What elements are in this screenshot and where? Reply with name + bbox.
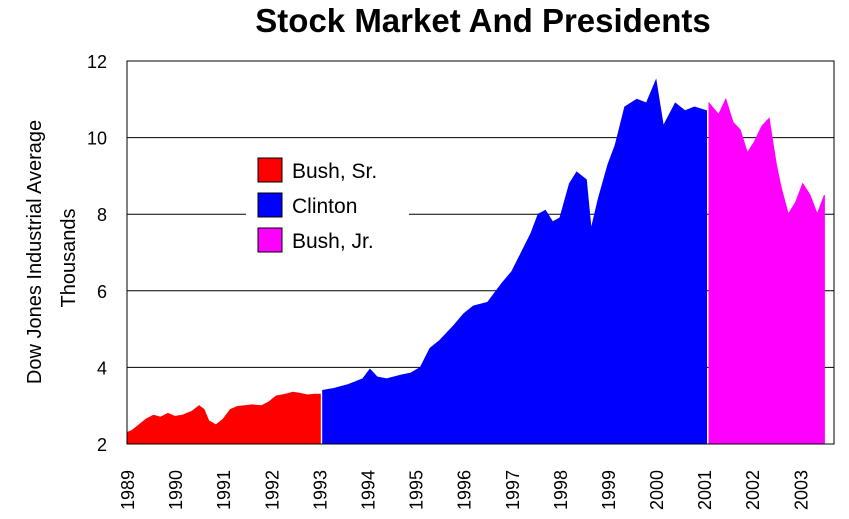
y-tick-label: 6 [97,282,107,302]
y-tick-label: 12 [87,52,107,72]
series-area-2 [708,97,825,445]
x-tick-label: 1989 [118,470,138,510]
x-tick-label: 1992 [262,470,282,510]
legend: Bush, Sr. Clinton Bush, Jr. [246,152,409,264]
legend-swatch [257,192,283,218]
chart-title: Stock Market And Presidents [255,2,710,39]
x-tick-label: 1993 [310,470,330,510]
series-area-1 [322,78,707,445]
y-tick-label: 8 [97,205,107,225]
y-tick-label: 2 [97,435,107,455]
y-axis-label-line1: Dow Jones Industrial Average [24,120,46,384]
series-area-0 [126,391,321,445]
series-areas [126,78,825,445]
x-tick-label: 2003 [791,470,811,510]
x-tick-label: 2002 [743,470,763,510]
plot-border [126,60,835,445]
x-tick-label: 2001 [695,470,715,510]
x-tick-label: 1998 [551,470,571,510]
legend-label: Clinton [292,195,357,218]
x-tick-label: 1994 [358,470,378,510]
y-tick-labels: 2 4 6 8 10 12 [87,52,107,455]
x-tick-label: 1990 [166,470,186,510]
legend-label: Bush, Sr. [292,160,377,183]
legend-label: Bush, Jr. [292,230,374,253]
y-tick-label: 10 [87,129,107,149]
y-axis-label-line2: Thousands [58,209,80,308]
x-tick-label: 1995 [407,470,427,510]
y-tick-label: 4 [97,358,107,378]
legend-swatch [257,227,283,253]
x-tick-label: 1999 [599,470,619,510]
x-tick-label: 1997 [503,470,523,510]
x-tick-labels: 1989 1990 1991 1992 1993 1994 1995 1996 1997 1998… [118,470,811,510]
x-tick-label: 2000 [647,470,667,510]
x-tick-label: 1991 [214,470,234,510]
x-tick-label: 1996 [455,470,475,510]
legend-swatch [257,157,283,183]
